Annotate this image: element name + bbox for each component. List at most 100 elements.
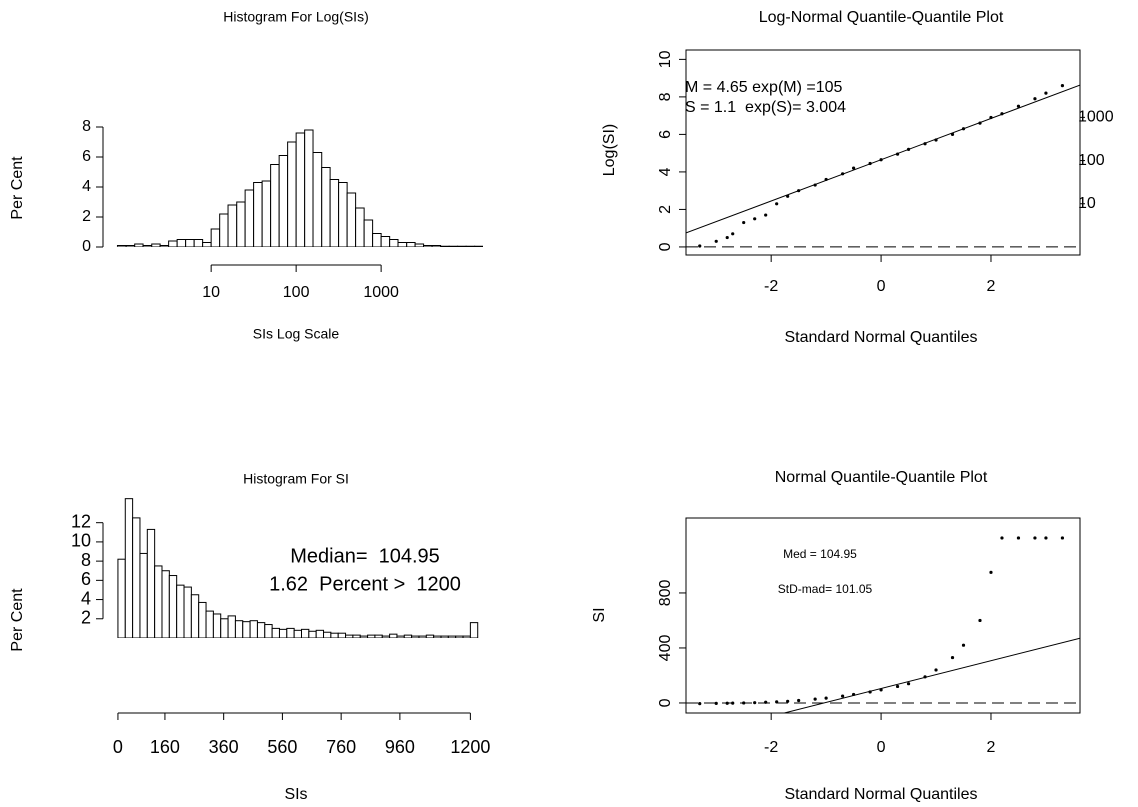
bar bbox=[227, 615, 236, 638]
panel: Log-Normal Quantile-Quantile Plot Standar… bbox=[601, 9, 1113, 346]
point bbox=[989, 115, 993, 120]
bar bbox=[134, 243, 144, 247]
x-tick-label: -2 bbox=[764, 739, 778, 756]
x-axis-label: Standard Normal Quantiles bbox=[785, 786, 978, 803]
panel: Normal Quantile-Quantile Plot Standard No… bbox=[591, 469, 1081, 803]
bar bbox=[142, 245, 153, 247]
point bbox=[1033, 536, 1037, 540]
x-tick-label: -2 bbox=[764, 278, 778, 295]
bar bbox=[261, 180, 272, 247]
x-tick-label: 2 bbox=[987, 278, 996, 295]
y-tick-label: 2 bbox=[82, 208, 91, 225]
bar bbox=[423, 245, 433, 247]
point bbox=[797, 698, 801, 703]
point bbox=[764, 213, 768, 217]
y-tick-label: 0 bbox=[82, 238, 91, 255]
annotation: StD-mad= 101.05 bbox=[778, 582, 873, 596]
bar bbox=[308, 630, 317, 638]
bar bbox=[244, 189, 255, 247]
point bbox=[1016, 104, 1021, 108]
bar bbox=[117, 558, 126, 638]
point bbox=[961, 643, 966, 647]
bar bbox=[116, 245, 127, 247]
bar bbox=[168, 575, 178, 638]
bar bbox=[469, 622, 479, 638]
fit-line bbox=[686, 84, 1080, 234]
bar bbox=[380, 236, 391, 247]
point bbox=[906, 147, 911, 152]
bar bbox=[389, 633, 398, 638]
x-tick-label: 360 bbox=[209, 737, 239, 757]
point bbox=[742, 701, 746, 705]
point bbox=[786, 194, 790, 198]
point bbox=[714, 239, 718, 243]
y2-tick-label: 100 bbox=[1078, 152, 1105, 169]
point bbox=[786, 699, 790, 703]
x-tick-label: 560 bbox=[267, 737, 297, 757]
bar bbox=[161, 570, 170, 638]
x-tick-label: 1000 bbox=[363, 284, 399, 301]
point bbox=[725, 235, 729, 240]
bar bbox=[337, 632, 347, 638]
y-tick-label: 4 bbox=[82, 178, 91, 195]
bar bbox=[465, 245, 476, 247]
point bbox=[742, 220, 746, 225]
bar bbox=[220, 618, 229, 638]
bar bbox=[447, 635, 457, 638]
plot-frame bbox=[685, 49, 1081, 256]
y-tick-label: 6 bbox=[81, 569, 91, 589]
y-tick-label: 6 bbox=[657, 130, 674, 139]
bar bbox=[193, 239, 204, 247]
bar bbox=[198, 601, 207, 638]
bar bbox=[293, 629, 302, 638]
bar bbox=[176, 239, 187, 247]
bar bbox=[440, 245, 450, 247]
point bbox=[852, 692, 856, 697]
point bbox=[841, 172, 845, 176]
x-tick-label: 0 bbox=[113, 737, 123, 757]
y-tick-label: 800 bbox=[657, 580, 674, 607]
x-tick-label: 1200 bbox=[450, 737, 490, 757]
bar bbox=[329, 179, 340, 247]
chart-title: Histogram For Log(SIs) bbox=[223, 9, 368, 25]
point bbox=[978, 121, 982, 125]
point bbox=[868, 690, 872, 694]
point bbox=[725, 701, 729, 705]
bar bbox=[270, 164, 280, 247]
y-tick-label: 2 bbox=[81, 608, 91, 628]
annotation: 1.62 Percent > 1200 bbox=[269, 573, 461, 595]
y-tick-label: 4 bbox=[81, 588, 91, 608]
chart-title: Normal Quantile-Quantile Plot bbox=[775, 469, 988, 486]
bar bbox=[406, 242, 416, 247]
point bbox=[879, 688, 883, 692]
annotation: M = 4.65 exp(M) =105 bbox=[685, 79, 843, 96]
bar bbox=[185, 239, 195, 247]
bar bbox=[205, 610, 214, 638]
bar bbox=[374, 634, 383, 638]
bar bbox=[271, 627, 280, 638]
bar bbox=[190, 594, 200, 638]
bar bbox=[286, 627, 295, 638]
x-tick-label: 760 bbox=[326, 737, 356, 757]
bar bbox=[249, 620, 258, 638]
y-tick-label: 8 bbox=[657, 92, 674, 101]
bar bbox=[132, 517, 141, 638]
point bbox=[989, 570, 993, 574]
bar bbox=[210, 228, 221, 247]
bar bbox=[242, 621, 251, 638]
point bbox=[1000, 112, 1004, 116]
panel: Histogram For Log(SIs) SIs Log Scale Per C… bbox=[9, 9, 483, 342]
bar bbox=[433, 635, 442, 638]
bar bbox=[321, 167, 331, 247]
point bbox=[934, 668, 938, 672]
panel: Histogram For SI SIs Per Cent Median= 104.9… bbox=[9, 471, 490, 804]
x-axis-label: Standard Normal Quantiles bbox=[785, 329, 978, 346]
y2-tick-label: 10 bbox=[1078, 195, 1096, 212]
bar bbox=[414, 243, 425, 247]
x-tick-label: 160 bbox=[150, 737, 180, 757]
bar bbox=[457, 245, 467, 247]
point bbox=[714, 701, 718, 705]
point bbox=[775, 202, 779, 206]
point bbox=[906, 682, 911, 686]
bar bbox=[367, 634, 376, 638]
